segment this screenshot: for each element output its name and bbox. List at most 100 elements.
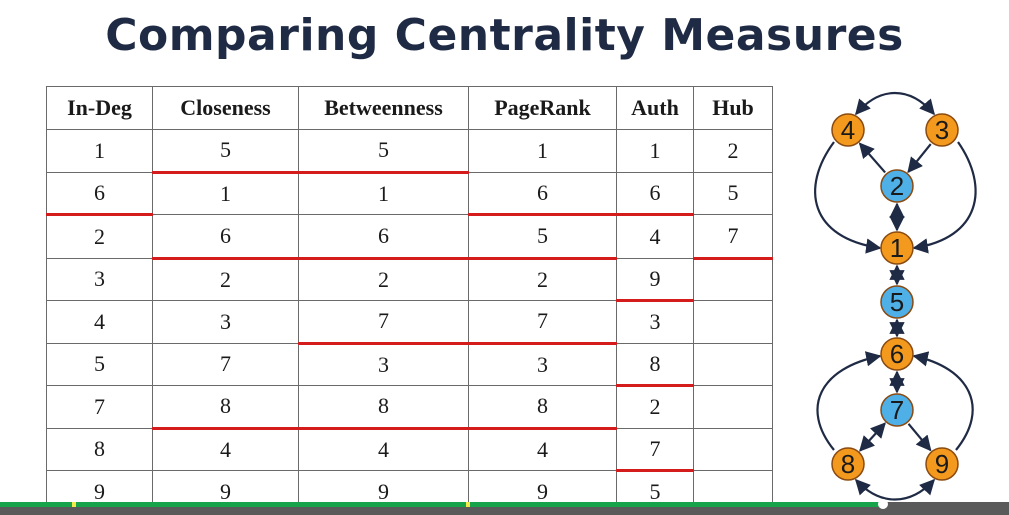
cell-pagerank: 7 <box>468 300 617 345</box>
graph-node-label: 3 <box>935 115 949 145</box>
graph-node-label: 2 <box>890 171 904 201</box>
cell-closeness: 7 <box>152 342 299 386</box>
graph-node-label: 6 <box>890 339 904 369</box>
graph-edge <box>814 141 882 254</box>
table-row: 4 3 7 7 3 <box>46 300 773 345</box>
cell-closeness: 5 <box>152 129 299 174</box>
graph-node-label: 9 <box>935 449 949 479</box>
cell-auth: 3 <box>616 300 694 344</box>
video-progress-bar[interactable] <box>0 499 1009 515</box>
graph-node-label: 8 <box>841 449 855 479</box>
graph-node-label: 1 <box>890 233 904 263</box>
cell-betweenness: 5 <box>298 129 469 174</box>
cell-closeness: 2 <box>152 257 299 301</box>
graph-node: 6 <box>880 337 914 371</box>
cell-auth: 7 <box>616 427 694 472</box>
chapter-marker <box>466 502 470 507</box>
progress-knob[interactable] <box>877 499 888 509</box>
graph-node-label: 5 <box>890 287 904 317</box>
cell-betweenness: 3 <box>298 342 469 386</box>
graph-node-circle <box>880 285 914 319</box>
slide-title: Comparing Centrality Measures <box>105 10 904 61</box>
cell-auth: 8 <box>616 342 694 387</box>
cell-betweenness: 2 <box>298 257 469 301</box>
cell-hub <box>693 257 773 301</box>
cell-betweenness: 6 <box>298 214 469 260</box>
cell-hub: 7 <box>693 214 773 260</box>
header-pagerank: PageRank <box>468 86 617 130</box>
cell-hub: 5 <box>693 171 773 215</box>
graph-node-circle <box>831 447 865 481</box>
cell-auth: 1 <box>616 129 694 173</box>
graph-node-circle <box>880 231 914 265</box>
cell-in-degree: 5 <box>46 342 153 386</box>
graph-node: 8 <box>831 447 865 481</box>
cell-hub: 2 <box>693 129 773 173</box>
graph-edge <box>912 141 977 254</box>
graph-node-circle <box>880 393 914 427</box>
cell-hub <box>693 385 773 429</box>
header-betweenness: Betweenness <box>298 86 469 130</box>
graph-node-circle <box>925 113 959 147</box>
cell-pagerank: 6 <box>468 171 617 216</box>
graph-node-circle <box>925 447 959 481</box>
cell-closeness: 3 <box>152 300 299 344</box>
header-in-degree: In-Deg <box>46 86 153 130</box>
table-header-row: In-Deg Closeness Betweenness PageRank Au… <box>46 86 773 130</box>
cell-in-degree: 1 <box>46 129 153 173</box>
graph-edge <box>907 143 932 174</box>
header-hub: Hub <box>693 86 773 130</box>
cell-pagerank: 3 <box>468 342 617 386</box>
cell-closeness: 6 <box>152 214 299 260</box>
centrality-table: In-Deg Closeness Betweenness PageRank Au… <box>46 86 773 514</box>
graph-node: 5 <box>880 285 914 319</box>
table-row: 6 1 1 6 6 5 <box>46 171 773 216</box>
graph-node-circle <box>880 337 914 371</box>
cell-auth: 9 <box>616 257 694 302</box>
cell-closeness: 8 <box>152 385 299 430</box>
cell-pagerank: 4 <box>468 427 617 471</box>
header-closeness: Closeness <box>152 86 299 130</box>
progress-fill <box>0 502 883 507</box>
table-row: 5 7 3 3 8 <box>46 342 773 387</box>
cell-auth: 2 <box>616 385 694 429</box>
graph-node: 2 <box>880 169 914 203</box>
header-auth: Auth <box>616 86 694 130</box>
graph-edge <box>912 351 974 451</box>
cell-hub <box>693 342 773 386</box>
cell-in-degree: 2 <box>46 214 153 259</box>
cell-pagerank: 5 <box>468 214 617 260</box>
cell-auth: 6 <box>616 171 694 216</box>
graph-node-circle <box>831 113 865 147</box>
cell-auth: 4 <box>616 214 694 259</box>
network-graph: 1 2 3 4 5 6 7 8 9 <box>814 92 977 501</box>
cell-betweenness: 7 <box>298 300 469 345</box>
cell-in-degree: 7 <box>46 385 153 429</box>
cell-betweenness: 4 <box>298 427 469 471</box>
cell-betweenness: 8 <box>298 385 469 430</box>
graph-node-label: 7 <box>890 395 904 425</box>
graph-edge <box>859 422 886 452</box>
cell-betweenness: 1 <box>298 171 469 215</box>
table-row: 7 8 8 8 2 <box>46 385 773 430</box>
cell-closeness: 4 <box>152 427 299 471</box>
cell-in-degree: 8 <box>46 427 153 471</box>
graph-node: 7 <box>880 393 914 427</box>
cell-hub <box>693 427 773 471</box>
graph-node-label: 4 <box>841 115 855 145</box>
graph-edge <box>854 92 936 116</box>
cell-in-degree: 3 <box>46 257 153 301</box>
graph-edge <box>816 351 882 451</box>
cell-hub <box>693 300 773 344</box>
cell-pagerank: 1 <box>468 129 617 173</box>
cell-pagerank: 2 <box>468 257 617 301</box>
table-row: 8 4 4 4 7 <box>46 427 773 472</box>
graph-node-circle <box>880 169 914 203</box>
graph-node: 4 <box>831 113 865 147</box>
graph-node: 3 <box>925 113 959 147</box>
cell-closeness: 1 <box>152 171 299 215</box>
graph-edge <box>854 478 936 501</box>
graph-edge <box>907 423 932 452</box>
cell-pagerank: 8 <box>468 385 617 430</box>
table-row: 3 2 2 2 9 <box>46 257 773 302</box>
